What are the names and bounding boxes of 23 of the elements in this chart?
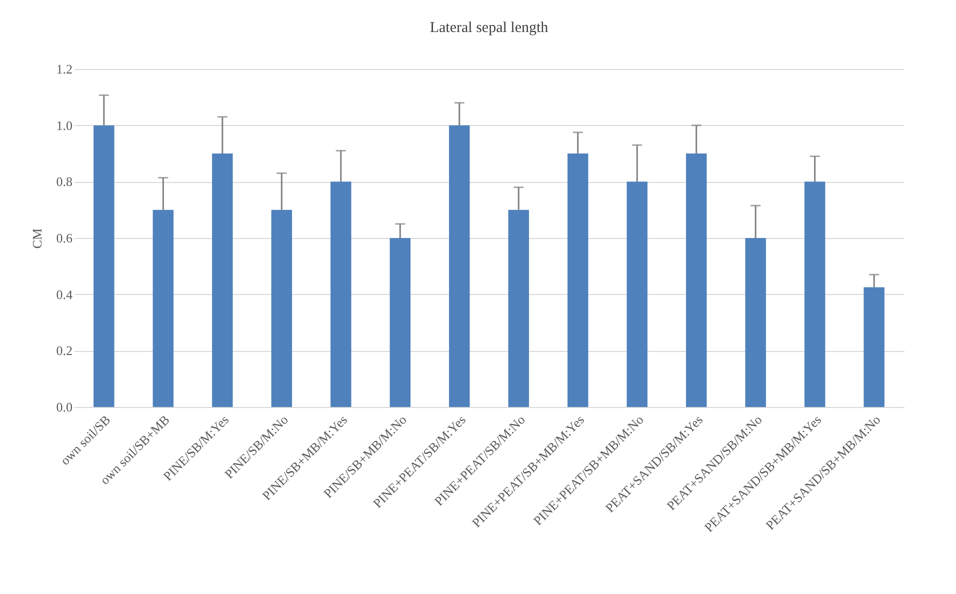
bar [568, 154, 588, 407]
y-axis-title: CM [29, 228, 44, 249]
bar [94, 125, 114, 407]
y-tick-label: 0.6 [56, 230, 73, 246]
y-tick-label: 1.2 [56, 62, 72, 76]
y-tick-label: 0.8 [56, 174, 72, 190]
bar [686, 154, 707, 407]
bar [212, 154, 233, 407]
y-tick-label: 0.0 [56, 400, 72, 414]
y-tick-label: 0.4 [56, 286, 73, 302]
bar [864, 287, 884, 407]
y-tick-label: 1.0 [56, 118, 72, 133]
bar [449, 125, 470, 407]
bar [745, 238, 766, 407]
bar [508, 210, 529, 407]
bar [804, 182, 826, 407]
y-tick-label: 0.2 [56, 343, 72, 358]
bar [390, 238, 410, 407]
bar [626, 182, 648, 407]
bar [330, 182, 352, 407]
bar [152, 210, 174, 407]
chart-title: Lateral sepal length [430, 20, 549, 36]
bar [271, 210, 292, 407]
